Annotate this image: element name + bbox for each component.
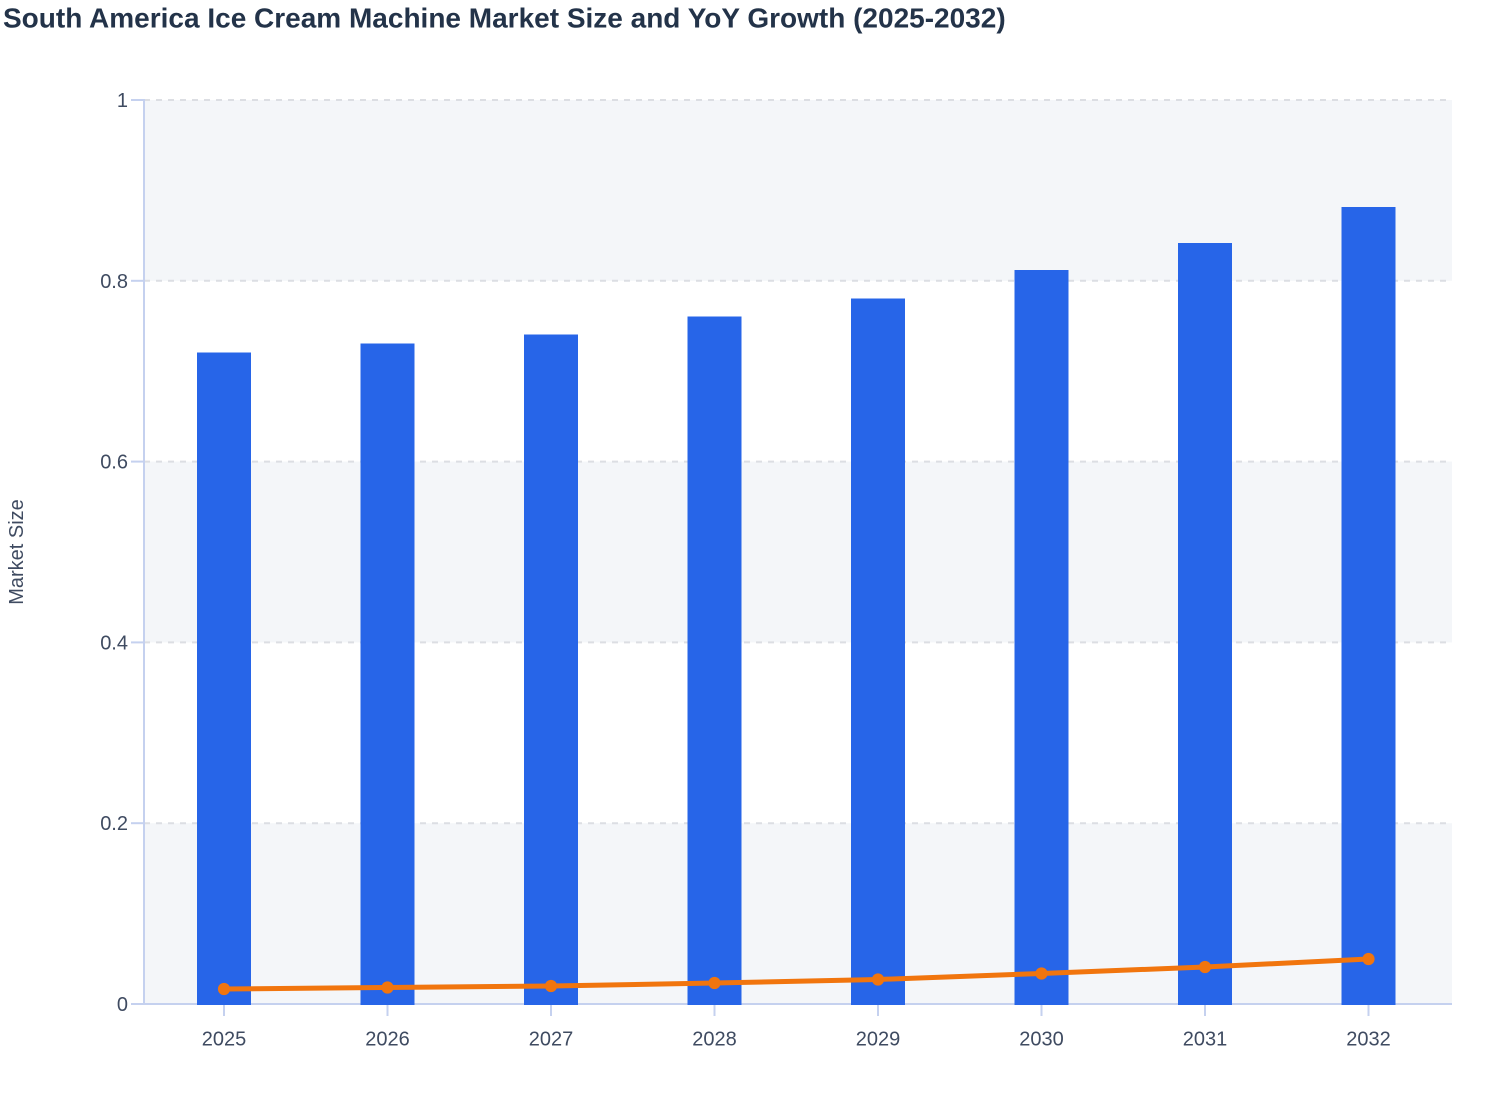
svg-text:0.6: 0.6 <box>100 452 128 474</box>
svg-text:2031: 2031 <box>1183 1029 1228 1051</box>
svg-text:1: 1 <box>117 90 128 112</box>
svg-text:2026: 2026 <box>365 1029 410 1051</box>
svg-text:Market Size: Market Size <box>6 499 28 605</box>
svg-text:0.8: 0.8 <box>100 271 128 293</box>
svg-text:0.2: 0.2 <box>100 813 128 835</box>
svg-text:South America Ice Cream Machin: South America Ice Cream Machine Market S… <box>3 3 1006 34</box>
svg-text:2032: 2032 <box>1346 1029 1391 1051</box>
svg-text:0.4: 0.4 <box>100 632 128 654</box>
svg-text:2029: 2029 <box>856 1029 901 1051</box>
svg-text:2025: 2025 <box>202 1029 247 1051</box>
svg-text:2027: 2027 <box>529 1029 574 1051</box>
svg-text:2028: 2028 <box>692 1029 737 1051</box>
svg-text:0: 0 <box>117 994 128 1016</box>
svg-text:2030: 2030 <box>1019 1029 1064 1051</box>
